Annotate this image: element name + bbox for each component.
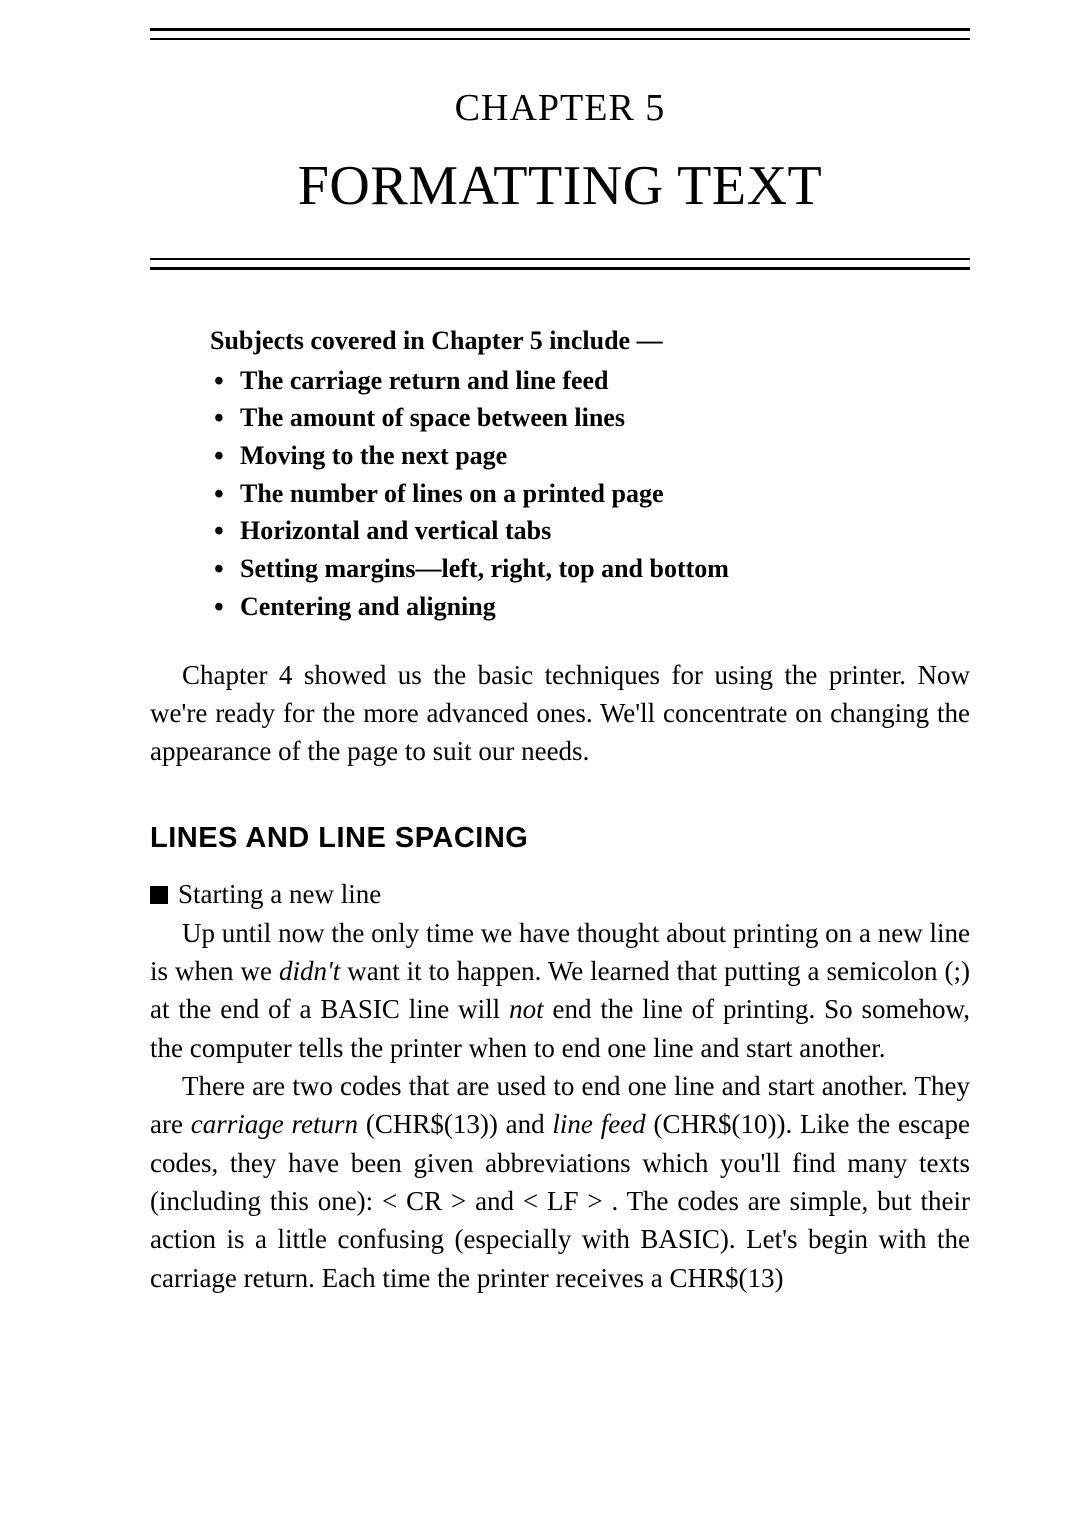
subjects-item: Centering and aligning [210, 588, 970, 626]
subjects-item: The number of lines on a printed page [210, 475, 970, 513]
square-bullet-icon [150, 886, 168, 904]
subsection-line: Starting a new line [150, 875, 970, 913]
italic-run: didn't [279, 956, 340, 986]
chapter-label: CHAPTER 5 [150, 86, 970, 130]
text-run: (CHR$(13)) and [358, 1109, 552, 1139]
body-paragraph-1: Up until now the only time we have thoug… [150, 914, 970, 1067]
subjects-item: Horizontal and vertical tabs [210, 512, 970, 550]
intro-paragraph: Chapter 4 showed us the basic techniques… [150, 656, 970, 771]
subjects-list: The carriage return and line feed The am… [210, 362, 970, 626]
top-rule [150, 28, 970, 40]
page: CHAPTER 5 FORMATTING TEXT Subjects cover… [0, 0, 1080, 1528]
body-paragraph-2: There are two codes that are used to end… [150, 1067, 970, 1297]
subjects-heading: Subjects covered in Chapter 5 include — [210, 322, 970, 360]
chapter-title: FORMATTING TEXT [150, 154, 970, 218]
subjects-item: The amount of space between lines [210, 399, 970, 437]
subsection-heading: Starting a new line [178, 879, 381, 909]
subjects-block: Subjects covered in Chapter 5 include — … [210, 322, 970, 626]
section-heading: LINES AND LINE SPACING [150, 822, 970, 855]
mid-rule [150, 258, 970, 270]
subjects-item: The carriage return and line feed [210, 362, 970, 400]
italic-run: not [509, 994, 544, 1024]
italic-run: line feed [552, 1109, 645, 1139]
subjects-item: Setting margins—left, right, top and bot… [210, 550, 970, 588]
subjects-item: Moving to the next page [210, 437, 970, 475]
italic-run: carriage return [191, 1109, 358, 1139]
